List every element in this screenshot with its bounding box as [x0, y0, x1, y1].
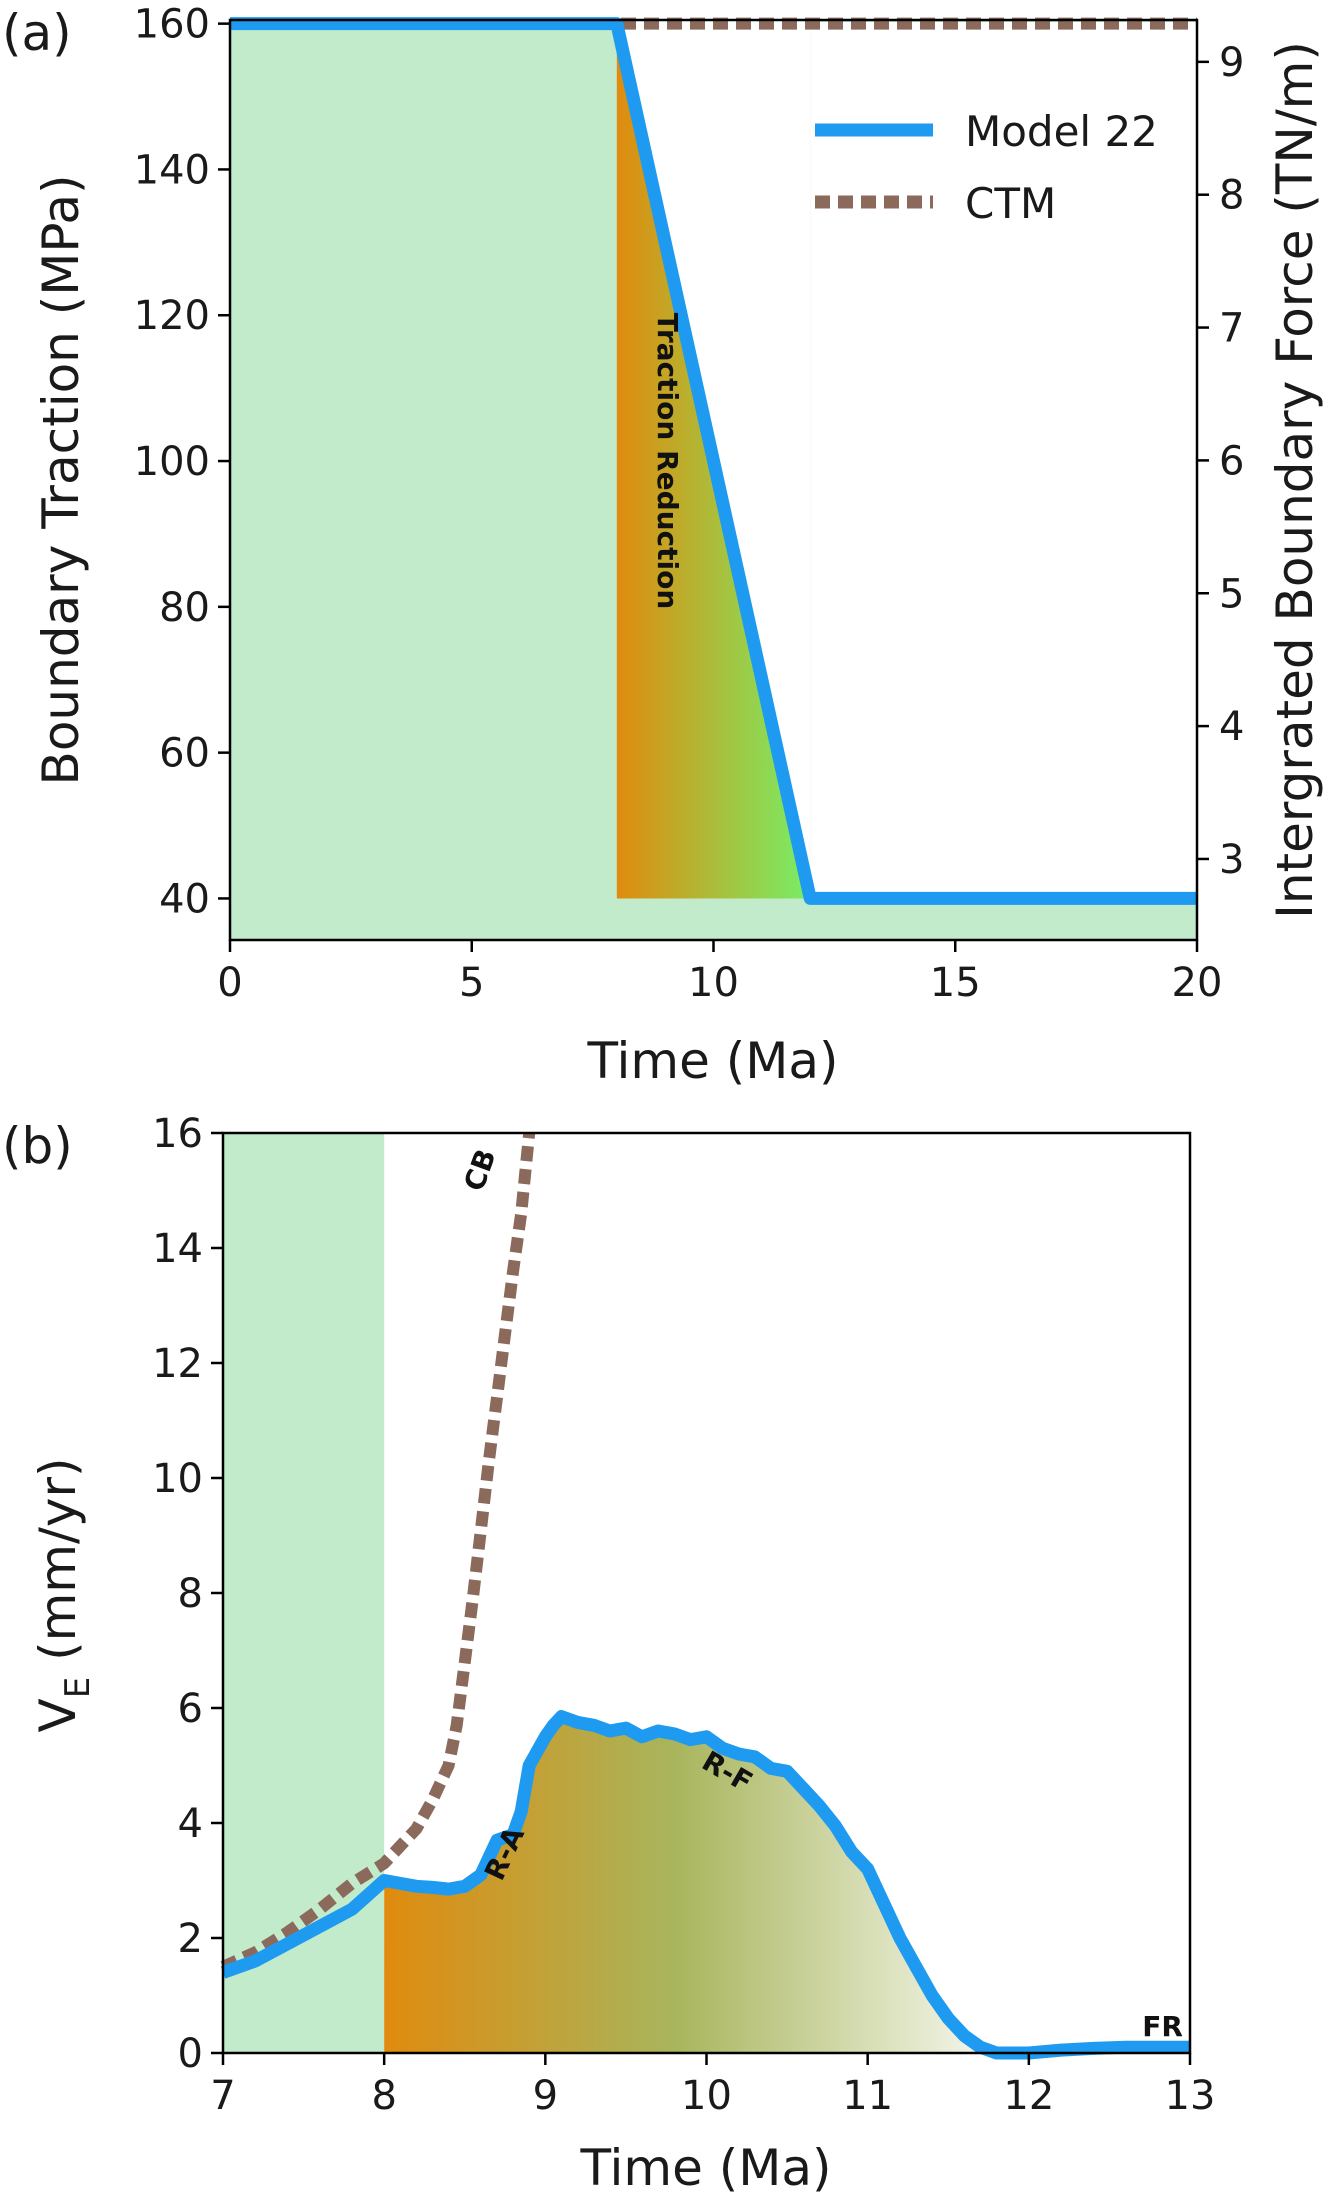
x-tick-label: 12: [1003, 2073, 1054, 2119]
annotation-fr: FR: [1142, 2010, 1183, 2043]
panel-b-x-axis: 7 8 9 10 11 12 13: [210, 2053, 1215, 2119]
y-tick-label: 8: [178, 1571, 203, 1617]
series-model-22-line: [230, 17, 1197, 905]
legend-model-22-label: Model 22: [965, 107, 1158, 156]
y-tick-label: 16: [152, 1111, 203, 1157]
x-tick-label: 13: [1165, 2073, 1216, 2119]
panel-a-background-layer: [230, 20, 1197, 940]
panel-a-x-axis-label: Time (Ma): [586, 1032, 838, 1090]
legend-ctm-label: CTM: [965, 179, 1056, 228]
x-tick-label: 15: [930, 960, 981, 1006]
y-tick-label: 12: [152, 1341, 203, 1387]
panel-a-right-axis-label: Intergrated Boundary Force (TN/m): [1266, 41, 1324, 919]
series-model-22-line: [220, 1710, 1190, 2060]
x-tick-label: 0: [217, 960, 242, 1006]
y-tick-label: 10: [152, 1456, 203, 1502]
right-tick-label: 7: [1219, 306, 1244, 352]
x-tick-label: 11: [842, 2073, 893, 2119]
x-tick-label: 20: [1172, 960, 1223, 1006]
y-tick-label: 120: [134, 293, 210, 339]
panel-a-right-axis: 3 4 5 6 7 8 9: [1197, 40, 1244, 883]
y-tick-label: 6: [178, 1686, 203, 1732]
panel-a-unshaded-area: [810, 22, 1197, 899]
y-tick-label: 140: [134, 147, 210, 193]
x-tick-label: 8: [371, 2073, 396, 2119]
y-tick-label: 4: [178, 1801, 203, 1847]
annotation-cb: CB: [457, 1145, 502, 1196]
x-tick-label: 10: [681, 2073, 732, 2119]
y-tick-label: 2: [178, 1916, 203, 1962]
right-tick-label: 4: [1219, 704, 1244, 750]
right-tick-label: 9: [1219, 40, 1244, 86]
y-tick-label: 0: [178, 2031, 203, 2077]
panel-b-label: (b): [2, 1117, 73, 1175]
x-tick-label: 7: [210, 2073, 235, 2119]
right-tick-label: 8: [1219, 173, 1244, 219]
velocity-gradient-region: [384, 1716, 1029, 2053]
series-ctm-line: [220, 1132, 536, 1973]
y-tick-label: 100: [134, 439, 210, 485]
x-tick-label: 10: [688, 960, 739, 1006]
panel-a: (a) Traction Reduction Model 22 CTM 0 5 10…: [2, 2, 1324, 1090]
panel-a-series-layer: [230, 17, 1197, 905]
panel-b-y-axis-label-main: V: [29, 1698, 87, 1732]
y-tick-label: 160: [134, 2, 210, 48]
panel-b-y-axis-label-units: (mm/yr): [29, 1457, 87, 1676]
y-tick-label: 14: [152, 1226, 203, 1272]
right-tick-label: 5: [1219, 571, 1244, 617]
panel-b-y-axis-label: VE (mm/yr): [29, 1457, 98, 1732]
y-tick-label: 60: [159, 731, 210, 777]
panel-a-legend: Model 22 CTM: [815, 107, 1158, 228]
panel-a-y-axis: 40 60 80 100 120 140 160: [134, 2, 230, 922]
y-tick-label: 80: [159, 585, 210, 631]
panel-a-label: (a): [2, 4, 72, 62]
panel-b-series-layer: [220, 1132, 1190, 2060]
panel-a-y-axis-label: Boundary Traction (MPa): [32, 175, 90, 786]
right-tick-label: 3: [1219, 837, 1244, 883]
panel-b-y-axis-label-subscript: E: [58, 1677, 98, 1698]
right-tick-label: 6: [1219, 438, 1244, 484]
panel-b-x-axis-label: Time (Ma): [579, 2139, 831, 2197]
panel-b: (b) CBR-AR-FFR 7 8 9 10 11 12 13 0246810121416…: [2, 1111, 1215, 2197]
panel-a-x-axis: 0 5 10 15 20: [217, 940, 1222, 1006]
x-tick-label: 9: [533, 2073, 558, 2119]
panel-b-y-axis: 0 2 4 6 8 10 12 14 16: [152, 1111, 223, 2077]
traction-reduction-label: Traction Reduction: [651, 313, 684, 610]
x-tick-label: 5: [459, 960, 484, 1006]
y-tick-label: 40: [159, 876, 210, 922]
